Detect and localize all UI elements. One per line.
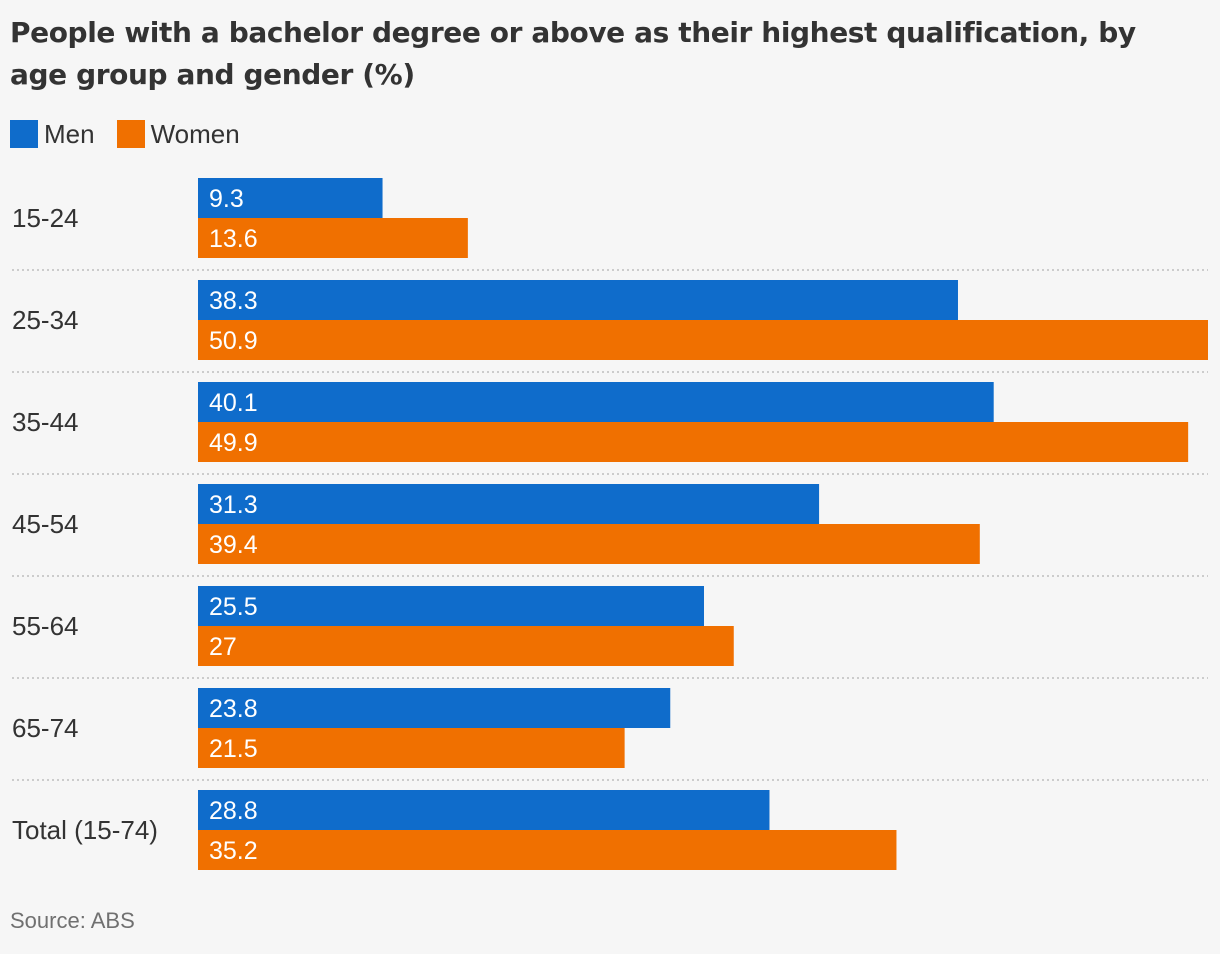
bar-label-men-total-15-74: 28.8 bbox=[209, 797, 258, 825]
bar-label-women-45-54: 39.4 bbox=[209, 531, 258, 559]
bar-women-65-74 bbox=[198, 728, 625, 768]
bar-label-women-15-24: 13.6 bbox=[209, 225, 258, 253]
bar-men-45-54 bbox=[198, 484, 820, 524]
bar-women-35-44 bbox=[198, 422, 1189, 462]
bar-women-55-64 bbox=[198, 626, 734, 666]
bar-men-55-64 bbox=[198, 586, 704, 626]
legend-label-men: Men bbox=[44, 119, 95, 149]
bar-women-25-34 bbox=[198, 320, 1208, 360]
bar-label-women-55-64: 27 bbox=[209, 633, 237, 661]
bar-men-25-34 bbox=[198, 280, 958, 320]
bar-men-15-24 bbox=[198, 178, 383, 218]
source-note: Source: ABS bbox=[10, 908, 135, 933]
legend-swatch-women bbox=[116, 120, 145, 148]
category-label-45-54: 45-54 bbox=[12, 509, 79, 539]
bar-label-men-55-64: 25.5 bbox=[209, 593, 258, 621]
bar-men-total-15-74 bbox=[198, 790, 770, 830]
category-label-65-74: 65-74 bbox=[12, 713, 79, 743]
legend-label-women: Women bbox=[150, 119, 240, 149]
bar-women-45-54 bbox=[198, 524, 980, 564]
bar-women-total-15-74 bbox=[198, 830, 897, 870]
bar-label-men-35-44: 40.1 bbox=[209, 389, 258, 417]
bar-men-65-74 bbox=[198, 688, 671, 728]
category-label-total-15-74: Total (15-74) bbox=[12, 815, 158, 845]
bar-women-15-24 bbox=[198, 218, 468, 258]
legend-swatch-men bbox=[10, 120, 38, 148]
category-label-15-24: 15-24 bbox=[12, 203, 79, 233]
bar-men-35-44 bbox=[198, 382, 994, 422]
bar-label-women-25-34: 50.9 bbox=[209, 327, 258, 355]
bar-label-women-65-74: 21.5 bbox=[209, 735, 258, 763]
legend-item-women: Women bbox=[116, 118, 240, 150]
legend-item-men: Men bbox=[10, 118, 95, 150]
bar-label-women-35-44: 49.9 bbox=[209, 429, 258, 457]
bar-label-men-25-34: 38.3 bbox=[209, 287, 258, 315]
bar-label-men-45-54: 31.3 bbox=[209, 491, 258, 519]
category-label-55-64: 55-64 bbox=[12, 611, 79, 641]
category-label-25-34: 25-34 bbox=[12, 305, 79, 335]
bar-label-men-65-74: 23.8 bbox=[209, 695, 258, 723]
chart-title: People with a bachelor degree or above a… bbox=[10, 16, 1136, 91]
category-label-35-44: 35-44 bbox=[12, 407, 79, 437]
legend: Men Women bbox=[10, 118, 262, 150]
bar-label-men-15-24: 9.3 bbox=[209, 185, 244, 213]
bar-label-women-total-15-74: 35.2 bbox=[209, 837, 258, 865]
